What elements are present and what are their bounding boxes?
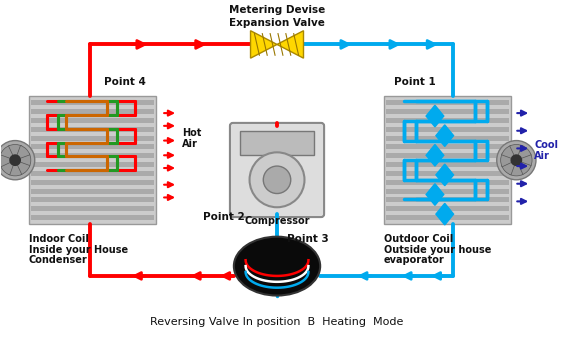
Text: Point 2: Point 2: [203, 212, 245, 222]
Bar: [386, 188, 510, 194]
Text: Indoor Coil: Indoor Coil: [29, 234, 89, 244]
Polygon shape: [426, 184, 444, 205]
Wedge shape: [15, 154, 31, 167]
Bar: [31, 171, 155, 176]
Wedge shape: [15, 145, 30, 160]
Wedge shape: [502, 145, 516, 160]
Bar: [386, 162, 510, 167]
Circle shape: [0, 141, 35, 180]
Bar: [31, 127, 155, 132]
Bar: [31, 215, 155, 220]
Wedge shape: [8, 144, 22, 160]
Text: Compressor: Compressor: [244, 216, 310, 226]
Bar: [386, 215, 510, 220]
Text: Metering Devise
Expansion Valve: Metering Devise Expansion Valve: [229, 5, 325, 28]
Bar: [386, 109, 510, 114]
Bar: [386, 206, 510, 211]
Text: Outdoor Coil: Outdoor Coil: [384, 234, 453, 244]
Wedge shape: [0, 154, 15, 167]
Bar: [386, 100, 510, 105]
Bar: [31, 100, 155, 105]
Wedge shape: [516, 154, 532, 167]
Bar: [31, 109, 155, 114]
Bar: [29, 96, 156, 224]
Ellipse shape: [234, 237, 320, 296]
Bar: [384, 96, 511, 224]
Wedge shape: [516, 145, 531, 160]
Polygon shape: [426, 144, 444, 166]
Bar: [31, 153, 155, 158]
Circle shape: [9, 154, 21, 166]
Bar: [386, 127, 510, 132]
Polygon shape: [277, 31, 303, 58]
Polygon shape: [436, 203, 454, 225]
Wedge shape: [1, 160, 15, 175]
Wedge shape: [502, 160, 516, 175]
Text: Cool
Air: Cool Air: [534, 140, 558, 161]
Polygon shape: [251, 31, 277, 58]
Bar: [386, 136, 510, 141]
Polygon shape: [436, 125, 454, 146]
FancyBboxPatch shape: [230, 123, 324, 217]
Circle shape: [497, 141, 536, 180]
Text: Outside your house: Outside your house: [384, 244, 491, 255]
Circle shape: [510, 154, 522, 166]
Text: evaporator: evaporator: [384, 255, 445, 265]
Polygon shape: [426, 105, 444, 127]
Text: Point 4: Point 4: [105, 77, 146, 87]
Bar: [31, 197, 155, 202]
Circle shape: [250, 152, 305, 207]
Bar: [386, 180, 510, 185]
Text: Inside your House: Inside your House: [29, 244, 128, 255]
Wedge shape: [510, 144, 523, 160]
Bar: [386, 197, 510, 202]
Bar: [31, 162, 155, 167]
Bar: [31, 144, 155, 149]
Bar: [386, 171, 510, 176]
Text: Reversing Valve In position  B  Heating  Mode: Reversing Valve In position B Heating Mo…: [150, 317, 404, 327]
Circle shape: [263, 166, 291, 194]
Bar: [31, 118, 155, 123]
Bar: [240, 131, 314, 155]
Bar: [31, 180, 155, 185]
Wedge shape: [516, 160, 531, 175]
Wedge shape: [510, 160, 523, 176]
Bar: [31, 206, 155, 211]
Text: Condenser: Condenser: [29, 255, 88, 265]
Text: Point 3: Point 3: [287, 234, 329, 244]
Wedge shape: [8, 160, 22, 176]
Polygon shape: [436, 164, 454, 186]
Bar: [386, 144, 510, 149]
Bar: [386, 153, 510, 158]
Bar: [386, 118, 510, 123]
Text: Hot
Air: Hot Air: [182, 128, 201, 149]
Wedge shape: [15, 160, 30, 175]
Bar: [31, 188, 155, 194]
Wedge shape: [1, 145, 15, 160]
Text: Point 1: Point 1: [394, 77, 436, 87]
Wedge shape: [501, 154, 516, 167]
Bar: [31, 136, 155, 141]
